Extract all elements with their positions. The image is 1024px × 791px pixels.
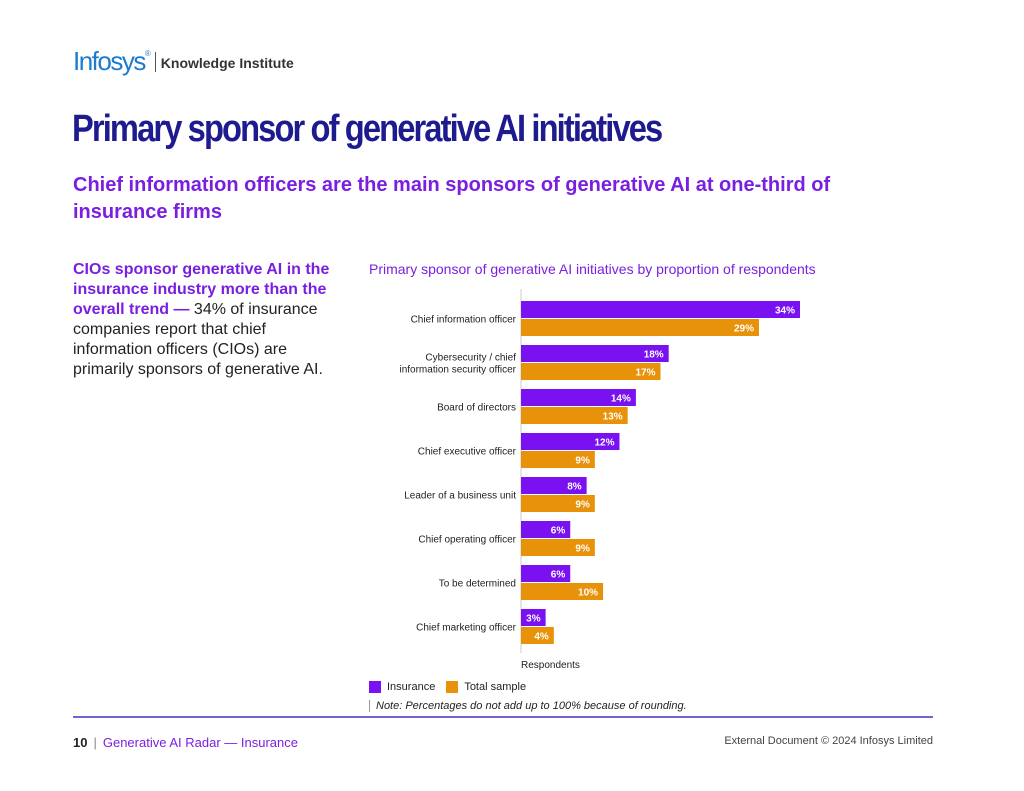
data-label: 13% xyxy=(603,412,623,423)
bar-total-sample xyxy=(521,627,554,644)
legend-item-insurance: Insurance xyxy=(369,681,435,693)
category-label: Chief executive officer xyxy=(418,447,517,458)
bar-insurance xyxy=(521,609,546,626)
bar-insurance xyxy=(521,565,571,582)
note-divider xyxy=(369,700,370,712)
side-highlight: CIOs sponsor generative AI in the insura… xyxy=(73,261,330,318)
bar-insurance xyxy=(521,477,587,494)
data-label: 9% xyxy=(575,544,590,555)
bar-total-sample xyxy=(521,495,595,512)
logo-divider xyxy=(154,52,156,72)
logo-registered-mark: ® xyxy=(144,49,151,58)
data-label: 29% xyxy=(734,324,754,335)
bar-total-sample xyxy=(521,451,595,468)
bar-insurance xyxy=(521,389,636,406)
side-commentary: CIOs sponsor generative AI in the insura… xyxy=(73,260,338,380)
category-label: Chief marketing officer xyxy=(416,623,517,634)
data-label: 17% xyxy=(635,368,655,379)
bar-insurance xyxy=(521,345,669,362)
legend-swatch-insurance xyxy=(369,681,381,693)
chart-note: Note: Percentages do not add up to 100% … xyxy=(369,700,687,712)
document-name: Generative AI Radar — Insurance xyxy=(102,735,298,750)
logo-institute: Knowledge Institute xyxy=(160,55,294,71)
data-label: 9% xyxy=(575,500,590,511)
bar-total-sample xyxy=(521,583,604,600)
page-subtitle: Chief information officers are the main … xyxy=(73,174,831,223)
data-label: 34% xyxy=(775,306,795,317)
data-label: 4% xyxy=(534,632,549,643)
bar-insurance xyxy=(521,433,620,450)
page-number: 10 xyxy=(73,735,88,750)
data-label: 6% xyxy=(551,526,566,537)
note-text: Note: Percentages do not add up to 100% … xyxy=(376,700,687,712)
data-label: 18% xyxy=(644,350,664,361)
logo-wordmark: Infosys xyxy=(73,46,146,76)
data-label: 14% xyxy=(611,394,631,405)
bar-insurance xyxy=(521,301,800,318)
bar-total-sample xyxy=(521,539,595,556)
bar-insurance xyxy=(521,521,571,538)
footer-left: 10 | Generative AI Radar — Insurance xyxy=(73,735,298,750)
footer-rule xyxy=(73,716,933,718)
copyright: External Document © 2024 Infosys Limited xyxy=(724,735,933,747)
data-label: 8% xyxy=(567,482,582,493)
bar-total-sample xyxy=(521,407,628,424)
data-label: 12% xyxy=(594,438,614,449)
chart-legend: Insurance Total sample xyxy=(369,681,537,693)
legend-swatch-total xyxy=(446,681,459,693)
legend-item-total: Total sample xyxy=(446,681,526,693)
data-label: 10% xyxy=(578,588,598,599)
bar-chart: Chief information officer 34% 29% Cybersecu… xyxy=(399,289,800,671)
page-title: Primary sponsor of generative AI initiat… xyxy=(72,108,663,150)
chart-title: Primary sponsor of generative AI initiat… xyxy=(369,261,816,277)
legend-label-insurance: Insurance xyxy=(387,681,436,693)
category-label: To be determined xyxy=(439,579,516,590)
legend-label-total: Total sample xyxy=(464,681,527,693)
category-label: Chief information officer xyxy=(411,315,517,326)
data-label: 3% xyxy=(526,614,541,625)
infosys-logo: Infosys ® Knowledge Institute xyxy=(73,46,294,74)
bar-total-sample xyxy=(521,319,759,336)
category-label: Cybersecurity / chief information securit… xyxy=(399,353,516,376)
footer-separator: | xyxy=(93,735,97,750)
data-label: 9% xyxy=(575,456,590,467)
category-label: Chief operating officer xyxy=(418,535,516,546)
side-body: 34% of insurance companies report that c… xyxy=(73,301,323,378)
bar-total-sample xyxy=(521,363,661,380)
category-label: Board of directors xyxy=(437,403,516,414)
category-label: Leader of a business unit xyxy=(404,491,516,502)
data-label: 6% xyxy=(551,570,566,581)
x-axis-label: Respondents xyxy=(521,660,580,671)
